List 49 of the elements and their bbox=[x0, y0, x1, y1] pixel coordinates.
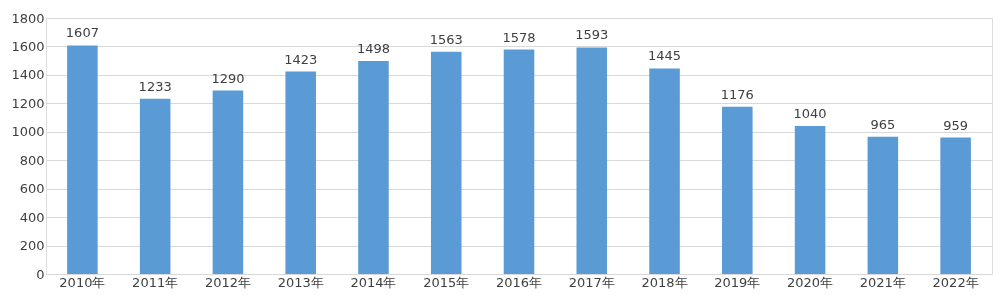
x-tick-label: 2013年 bbox=[277, 274, 324, 290]
y-tick-label: 200 bbox=[19, 238, 45, 254]
x-tick-label: 2018年 bbox=[641, 274, 688, 290]
y-tick-label: 0 bbox=[36, 266, 45, 282]
bar bbox=[576, 47, 608, 274]
bar bbox=[503, 49, 535, 274]
x-tick-label: 2020年 bbox=[787, 274, 834, 290]
bar bbox=[139, 98, 171, 274]
x-tick-label: 2016年 bbox=[495, 274, 543, 290]
y-tick-label: 600 bbox=[19, 181, 45, 197]
data-label: 1607 bbox=[65, 25, 99, 41]
bar bbox=[867, 136, 899, 274]
data-label: 1563 bbox=[429, 31, 463, 47]
data-label: 1290 bbox=[211, 70, 245, 86]
data-label: 1578 bbox=[502, 29, 536, 45]
bar bbox=[940, 137, 971, 274]
bar bbox=[285, 71, 316, 274]
y-tick-label: 1400 bbox=[11, 67, 45, 83]
bar bbox=[722, 106, 753, 274]
data-label: 959 bbox=[943, 117, 969, 133]
data-label: 1040 bbox=[793, 106, 827, 122]
data-label: 1445 bbox=[647, 48, 682, 64]
x-tick-label: 2015年 bbox=[423, 274, 470, 290]
bar bbox=[67, 45, 98, 274]
bar bbox=[794, 126, 826, 274]
y-tick-label: 1800 bbox=[11, 10, 45, 26]
y-tick-label: 1200 bbox=[11, 95, 45, 111]
x-tick-label: 2011年 bbox=[132, 274, 179, 290]
x-tick-label: 2022年 bbox=[932, 274, 979, 290]
y-tick-label: 800 bbox=[19, 152, 45, 168]
data-label: 1593 bbox=[575, 27, 609, 43]
x-tick-label: 2012年 bbox=[204, 274, 251, 290]
data-label: 1498 bbox=[356, 40, 391, 56]
x-tick-label: 2021年 bbox=[859, 274, 906, 290]
bar bbox=[358, 60, 389, 274]
data-label: 965 bbox=[870, 116, 896, 132]
y-tick-label: 1600 bbox=[11, 38, 45, 54]
bar bbox=[649, 68, 680, 274]
y-tick-label: 1000 bbox=[11, 124, 45, 140]
data-label: 1423 bbox=[284, 51, 318, 67]
bar bbox=[430, 51, 462, 274]
x-tick-label: 2010年 bbox=[59, 274, 106, 290]
data-label: 1176 bbox=[720, 86, 754, 102]
x-tick-label: 2019年 bbox=[714, 274, 761, 290]
y-tick-label: 400 bbox=[19, 209, 45, 225]
data-label: 1233 bbox=[138, 78, 172, 94]
bar bbox=[212, 90, 244, 274]
x-tick-label: 2017年 bbox=[568, 274, 615, 290]
x-tick-label: 2014年 bbox=[350, 274, 397, 290]
